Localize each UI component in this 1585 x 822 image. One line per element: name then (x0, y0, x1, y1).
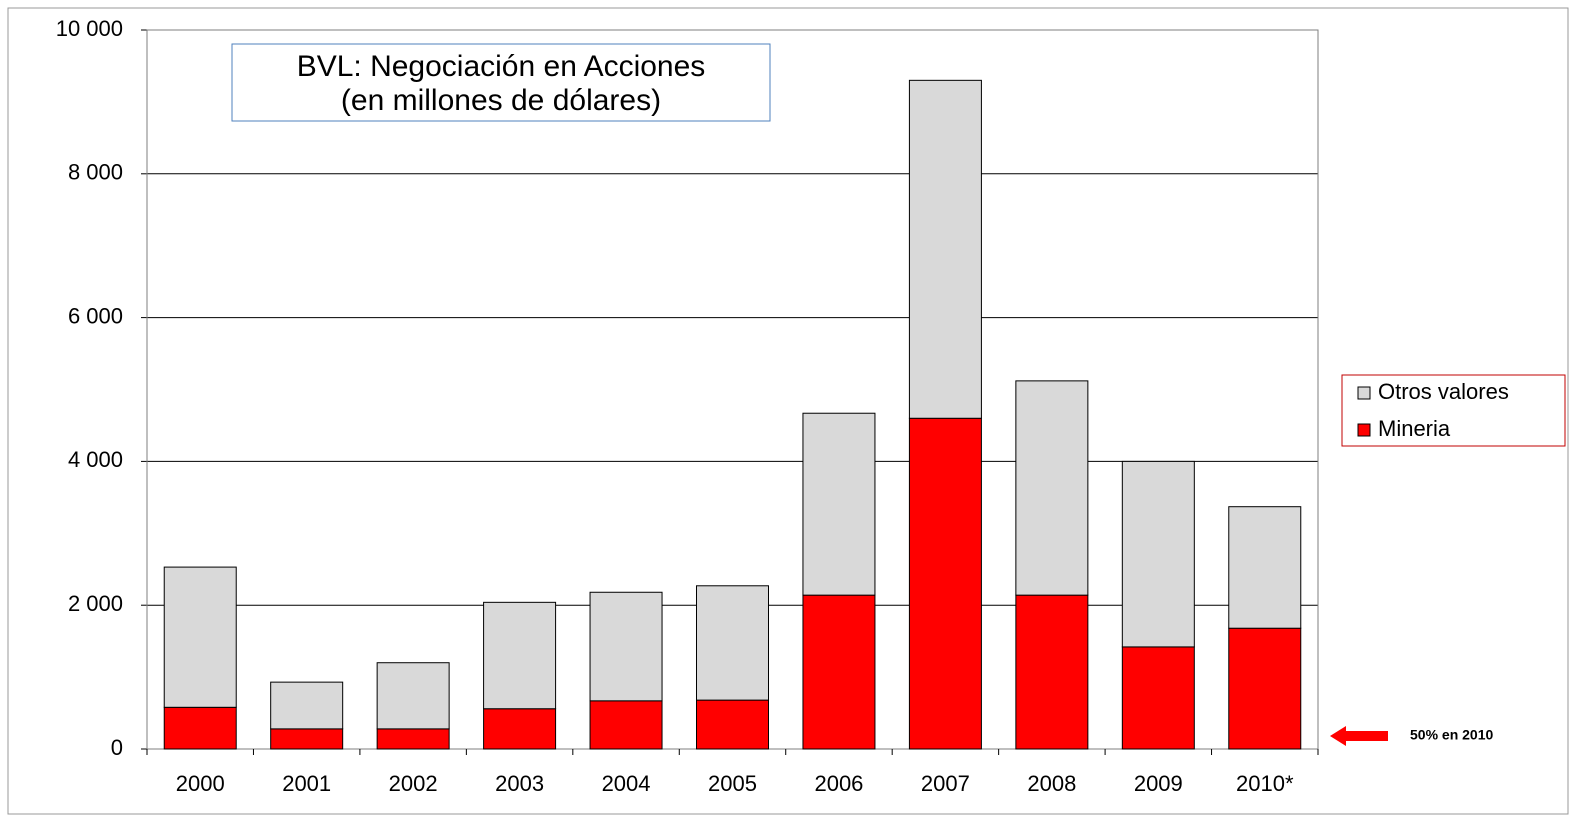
x-tick-label: 2002 (389, 771, 438, 796)
bar-segment (163, 706, 237, 750)
bar-segment (483, 708, 557, 750)
y-tick-label: 10 000 (56, 16, 123, 41)
bar-segment (163, 566, 237, 708)
bar-segment (1015, 380, 1089, 596)
y-tick-label: 4 000 (68, 447, 123, 472)
legend-label: Otros valores (1378, 379, 1509, 404)
bar-segment (376, 662, 450, 730)
chart-border (7, 7, 1569, 815)
bar-segment (1228, 506, 1302, 629)
legend-label: Mineria (1378, 416, 1451, 441)
x-tick-label: 2010* (1236, 771, 1294, 796)
bar-segment (908, 417, 982, 750)
x-tick-label: 2004 (602, 771, 651, 796)
bar-segment (589, 700, 663, 750)
bar-segment (1015, 594, 1089, 750)
y-tick-label: 6 000 (68, 303, 123, 328)
bar-segment (270, 728, 344, 750)
bar-segment (1121, 460, 1195, 648)
y-tick-label: 2 000 (68, 591, 123, 616)
x-tick-label: 2009 (1134, 771, 1183, 796)
x-tick-label: 2003 (495, 771, 544, 796)
bar-segment (270, 681, 344, 730)
legend-box (1341, 374, 1566, 447)
bar-segment (696, 699, 769, 750)
bar-segment (589, 591, 663, 702)
x-tick-label: 2007 (921, 771, 970, 796)
annotation: 50% en 2010 (1410, 727, 1493, 743)
y-tick-label: 8 000 (68, 160, 123, 185)
x-tick-label: 2001 (282, 771, 331, 796)
title-box (231, 43, 771, 122)
x-tick-label: 2005 (708, 771, 757, 796)
bar-segment (908, 79, 982, 419)
bar-segment (1121, 646, 1195, 750)
bar-segment (802, 594, 876, 750)
x-tick-label: 2006 (814, 771, 863, 796)
x-tick-label: 2008 (1027, 771, 1076, 796)
bar-segment (802, 412, 876, 596)
bar-segment (376, 728, 450, 750)
legend-swatch (1357, 386, 1371, 400)
chart-subtitle: (en millones de dólares) (341, 84, 661, 117)
x-tick-label: 2000 (176, 771, 225, 796)
y-tick-label: 0 (111, 735, 123, 760)
chart-title: BVL: Negociación en Acciones (297, 50, 706, 83)
bar-segment (483, 601, 557, 710)
bar-segment (696, 585, 769, 701)
bar-segment (1228, 627, 1302, 750)
annotation-arrow (1330, 726, 1388, 746)
legend-swatch (1357, 423, 1371, 437)
